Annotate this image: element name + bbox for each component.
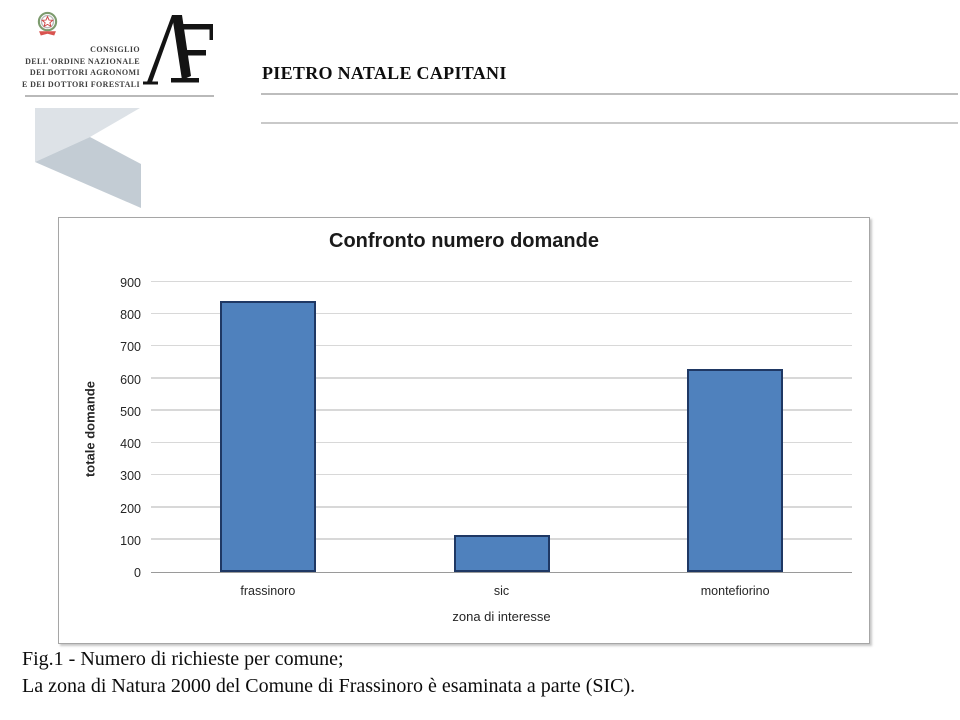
org-line: DELL'ORDINE NAZIONALE — [25, 56, 140, 66]
plot-area: 0 100 200 300 400 500 600 700 800 900 frassinoro si… — [120, 276, 852, 598]
bar-sic — [453, 534, 550, 572]
y-tick-label: 900 — [120, 276, 141, 290]
y-tick-label: 400 — [120, 437, 141, 452]
page-title: PIETRO NATALE CAPITANI — [262, 63, 507, 83]
org-name-block: CONSIGLIO DELL'ORDINE NAZIONALE DEI DOTT… — [18, 44, 140, 90]
italy-emblem-icon — [37, 11, 58, 36]
x-axis-title: zona di interesse — [452, 609, 551, 624]
chart-title: Confronto numero domande — [329, 230, 599, 252]
y-tick-label: 100 — [120, 533, 141, 548]
x-tick-label: montefiorino — [700, 584, 770, 598]
y-tick-label: 200 — [120, 501, 141, 516]
gridline — [151, 506, 852, 508]
back-arrow-decoration — [35, 108, 141, 208]
y-axis-title: totale domande — [82, 380, 98, 478]
y-tick-label: 600 — [120, 372, 141, 387]
org-line: DEI DOTTORI AGRONOMI — [29, 68, 140, 78]
caption-line-2: La zona di Natura 2000 del Comune di Fra… — [22, 675, 636, 697]
figure-caption: Fig.1 - Numero di richieste per comune; … — [22, 646, 635, 700]
y-tick-label: 700 — [120, 340, 141, 355]
gridline — [151, 377, 852, 379]
brand-underline — [25, 95, 214, 97]
header-rule-top — [261, 93, 958, 95]
y-tick-label: 800 — [120, 308, 141, 323]
af-monogram-logo — [143, 15, 213, 85]
caption-line-1: Fig.1 - Numero di richieste per comune; — [22, 648, 344, 670]
x-tick-label: sic — [493, 584, 510, 598]
gridline — [151, 409, 852, 411]
bar-montefiorino — [687, 369, 784, 572]
y-tick-label: 300 — [120, 469, 141, 484]
gridline — [151, 312, 852, 315]
y-tick-label: 0 — [134, 566, 141, 580]
org-line: E DEI DOTTORI FORESTALI — [21, 79, 140, 89]
header-rule-bottom — [261, 122, 958, 124]
y-tick-label: 500 — [120, 404, 141, 419]
x-tick-label: frassinoro — [240, 584, 296, 598]
gridline — [151, 473, 852, 476]
bar-chart: Confronto numero domande totale domande … — [58, 217, 870, 644]
gridline — [151, 280, 852, 282]
gridline — [151, 344, 852, 347]
bar-frassinoro — [219, 301, 316, 572]
org-line: CONSIGLIO — [90, 45, 140, 54]
gridline — [151, 441, 852, 444]
